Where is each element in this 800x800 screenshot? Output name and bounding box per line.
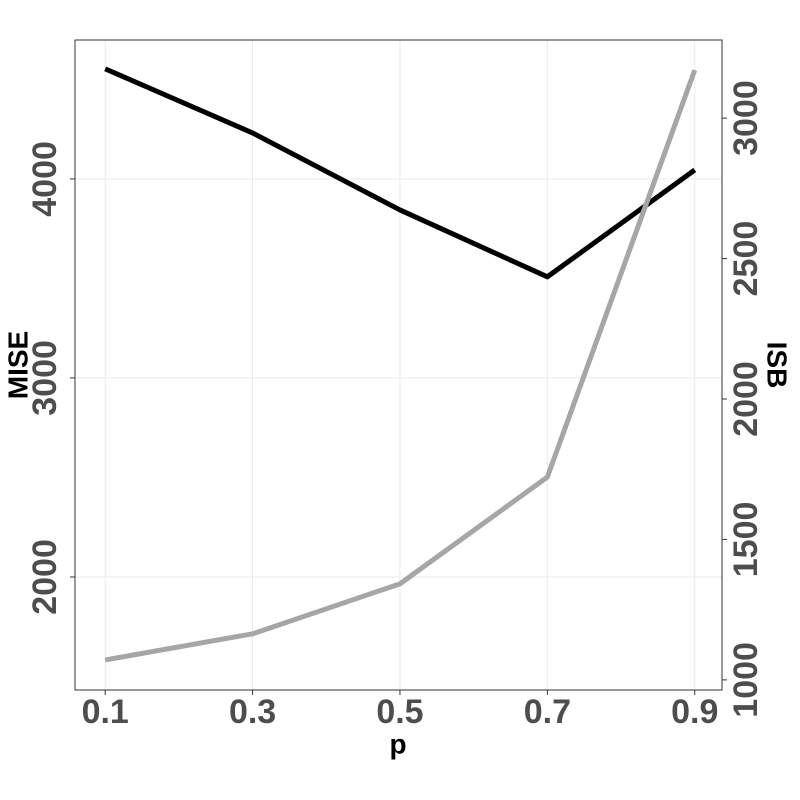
x-axis-title: p [389, 728, 406, 759]
y2-axis-title: ISB [762, 342, 793, 389]
x-tick-label: 0.3 [229, 693, 276, 731]
y2-tick-label: 2000 [727, 361, 765, 437]
y2-tick-label: 2500 [727, 221, 765, 297]
x-tick-label: 0.5 [376, 693, 423, 731]
plot-border [74, 39, 723, 691]
y2-tick-label: 1000 [727, 642, 765, 718]
y-axis-title: MISE [2, 331, 33, 399]
x-tick-label: 0.7 [524, 693, 571, 731]
y-tick-label: 4000 [26, 141, 64, 217]
y2-tick-label: 3000 [727, 80, 765, 156]
x-tick-label: 0.1 [82, 693, 129, 731]
y-tick-label: 3000 [26, 340, 64, 416]
y-tick-label: 2000 [26, 539, 64, 615]
plot-area [75, 40, 722, 690]
data-line [104, 69, 698, 663]
y2-tick-label: 1500 [727, 502, 765, 578]
x-tick-label: 0.9 [671, 693, 718, 731]
data-line [104, 66, 697, 280]
